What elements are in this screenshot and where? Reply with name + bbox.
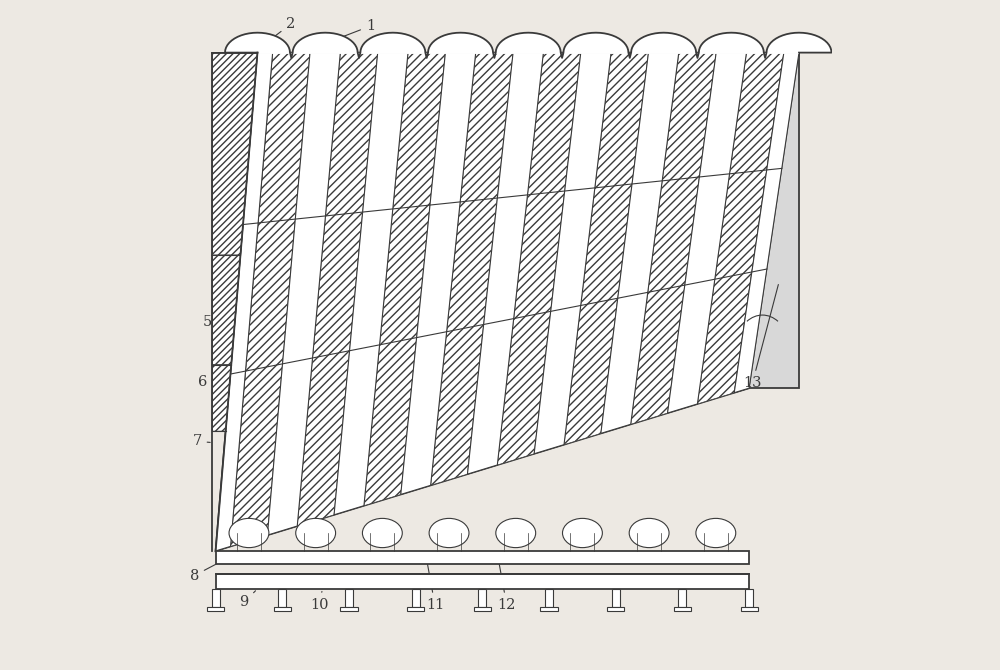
Polygon shape [401, 53, 476, 494]
Polygon shape [564, 53, 648, 445]
Ellipse shape [429, 519, 469, 547]
Text: 10: 10 [310, 592, 329, 612]
Polygon shape [340, 608, 358, 612]
Polygon shape [334, 53, 408, 515]
Polygon shape [607, 608, 624, 612]
Polygon shape [467, 53, 543, 474]
Bar [216, 574, 749, 589]
Polygon shape [267, 53, 340, 535]
Ellipse shape [696, 519, 736, 547]
Polygon shape [534, 53, 611, 454]
Text: 1: 1 [330, 19, 375, 42]
Polygon shape [749, 53, 799, 388]
Polygon shape [412, 589, 420, 608]
Polygon shape [216, 53, 273, 551]
Polygon shape [212, 53, 257, 255]
Polygon shape [345, 589, 353, 608]
Polygon shape [601, 53, 679, 433]
Polygon shape [225, 33, 831, 58]
Polygon shape [545, 589, 553, 608]
Polygon shape [497, 53, 581, 465]
Ellipse shape [362, 519, 402, 547]
Polygon shape [216, 53, 273, 551]
Text: 8: 8 [190, 562, 220, 582]
Text: 12: 12 [497, 563, 516, 612]
Polygon shape [207, 608, 224, 612]
Text: 9: 9 [240, 591, 256, 609]
Text: 4: 4 [211, 249, 227, 262]
Polygon shape [478, 589, 486, 608]
Polygon shape [631, 53, 716, 424]
Polygon shape [474, 608, 491, 612]
Bar [216, 551, 749, 564]
Polygon shape [734, 53, 799, 393]
Ellipse shape [562, 519, 602, 547]
Polygon shape [231, 53, 310, 547]
Polygon shape [674, 608, 691, 612]
Polygon shape [212, 589, 220, 608]
Polygon shape [212, 255, 240, 365]
Text: 5: 5 [203, 315, 219, 329]
Polygon shape [274, 608, 291, 612]
Polygon shape [540, 608, 558, 612]
Text: 13: 13 [743, 285, 778, 390]
Polygon shape [697, 53, 784, 404]
Polygon shape [407, 608, 424, 612]
Polygon shape [431, 53, 513, 485]
Polygon shape [278, 589, 286, 608]
Ellipse shape [296, 519, 336, 547]
Text: 2: 2 [273, 17, 295, 38]
Polygon shape [212, 365, 231, 431]
Polygon shape [678, 589, 686, 608]
Ellipse shape [496, 519, 536, 547]
Ellipse shape [229, 519, 269, 547]
Polygon shape [668, 53, 746, 413]
Text: 3: 3 [222, 165, 239, 179]
Text: 11: 11 [426, 563, 444, 612]
Polygon shape [612, 589, 620, 608]
Polygon shape [745, 589, 753, 608]
Polygon shape [364, 53, 445, 506]
Polygon shape [216, 53, 799, 551]
Polygon shape [734, 53, 799, 393]
Ellipse shape [629, 519, 669, 547]
Polygon shape [297, 53, 378, 526]
Polygon shape [741, 608, 758, 612]
Text: 7: 7 [192, 434, 210, 448]
Text: 6: 6 [198, 375, 214, 389]
